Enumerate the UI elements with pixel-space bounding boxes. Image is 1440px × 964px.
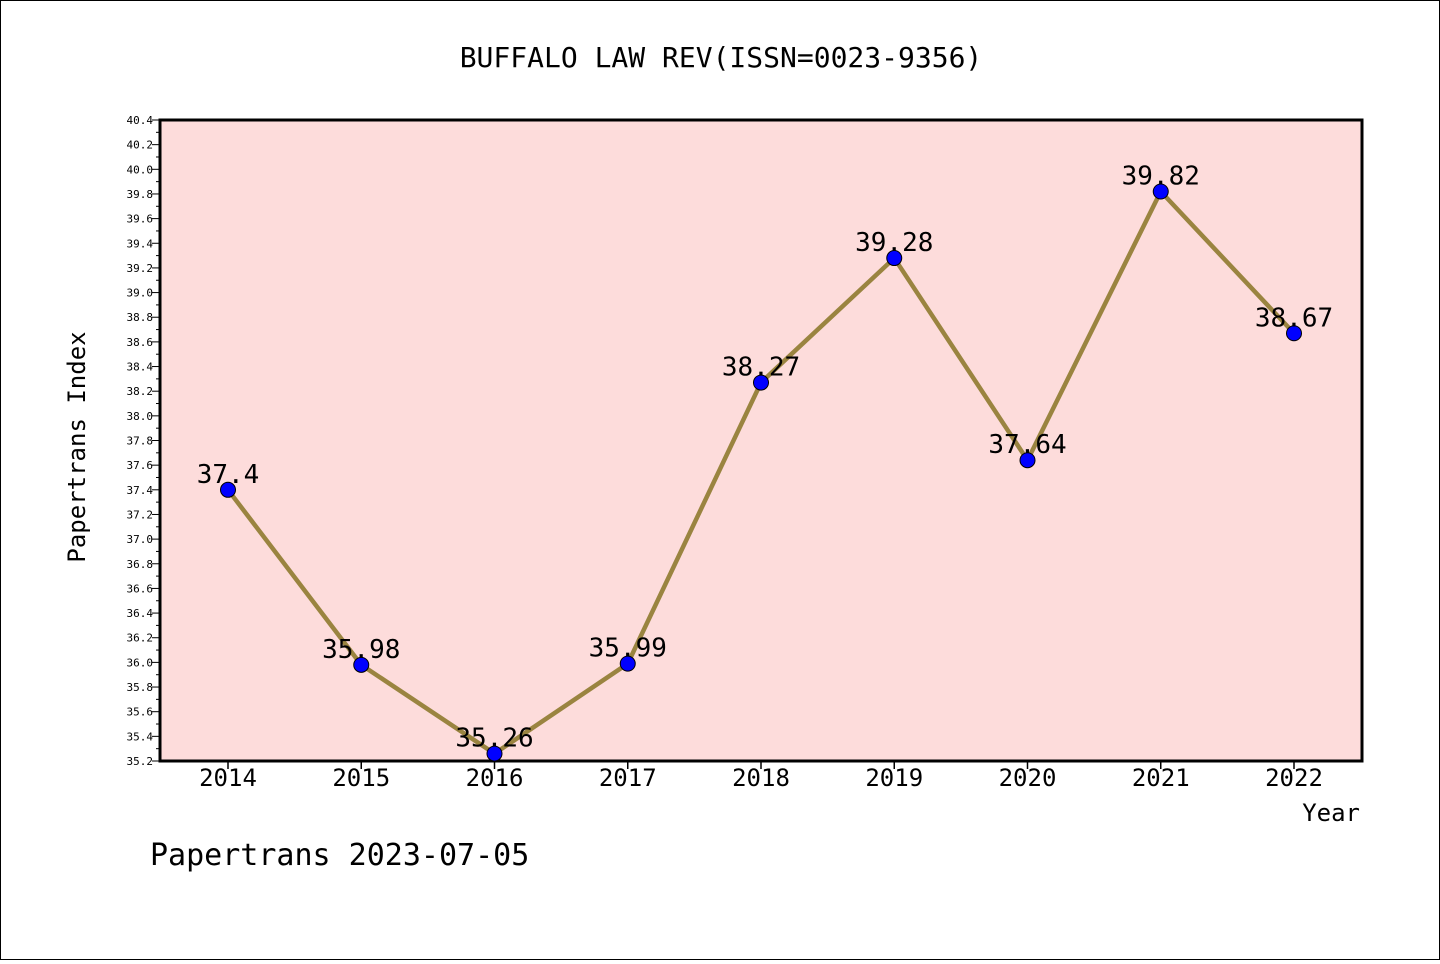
y-tick-label: 40.4 bbox=[127, 114, 154, 127]
data-point bbox=[353, 656, 370, 673]
y-tick-label: 36.2 bbox=[127, 632, 154, 645]
x-tick-label: 2018 bbox=[732, 764, 790, 792]
y-tick-label: 37.0 bbox=[127, 533, 154, 546]
y-tick-label: 37.8 bbox=[127, 435, 154, 448]
data-label: 35.98 bbox=[322, 635, 400, 665]
data-point bbox=[486, 745, 503, 762]
y-axis: 35.2 35.4 35.6 35.8 36.0 36.2 36.4 36.6 36.8 37.0… bbox=[127, 114, 160, 768]
y-tick-label: 38.8 bbox=[127, 311, 154, 324]
y-tick-label: 36.8 bbox=[127, 558, 154, 571]
x-tick-label: 2019 bbox=[865, 764, 923, 792]
data-point bbox=[220, 481, 236, 498]
data-point bbox=[753, 374, 769, 391]
y-tick-label: 36.0 bbox=[127, 656, 154, 669]
x-tick-label: 2017 bbox=[599, 764, 657, 792]
y-tick-label: 39.0 bbox=[127, 287, 154, 300]
data-labels: 37.4 35.98 35.26 35.99 38.27 39.28 37.64 39.82 3… bbox=[197, 161, 1333, 753]
x-tick-label: 2021 bbox=[1132, 764, 1190, 792]
x-axis-label: Year bbox=[1302, 799, 1360, 827]
data-label: 37.4 bbox=[197, 460, 260, 490]
y-tick-label: 35.8 bbox=[127, 681, 154, 694]
y-tick-label: 35.4 bbox=[127, 730, 154, 743]
y-tick-label: 38.0 bbox=[127, 410, 154, 423]
data-label: 39.28 bbox=[855, 228, 933, 258]
data-label: 38.67 bbox=[1255, 303, 1333, 333]
x-tick-label: 2015 bbox=[332, 764, 390, 792]
data-point bbox=[886, 250, 903, 267]
y-tick-label: 35.2 bbox=[127, 755, 154, 768]
data-point bbox=[1019, 452, 1036, 469]
chart-title: BUFFALO LAW REV(ISSN=0023-9356) bbox=[460, 41, 983, 74]
y-tick-label: 38.4 bbox=[127, 361, 154, 374]
data-label: 35.99 bbox=[589, 634, 667, 664]
y-tick-label: 39.6 bbox=[127, 213, 154, 226]
data-label: 35.26 bbox=[455, 724, 533, 754]
data-point bbox=[1152, 183, 1169, 200]
y-axis-label: Papertrans Index bbox=[63, 331, 91, 562]
y-tick-label: 39.4 bbox=[127, 237, 154, 250]
x-tick-label: 2020 bbox=[999, 764, 1057, 792]
data-point bbox=[619, 655, 636, 672]
y-tick-label: 37.4 bbox=[127, 484, 154, 497]
x-tick-label: 2014 bbox=[199, 764, 257, 792]
x-tick-label: 2022 bbox=[1265, 764, 1323, 792]
y-tick-label: 38.6 bbox=[127, 336, 154, 349]
y-tick-label: 38.2 bbox=[127, 385, 154, 398]
data-label: 37.64 bbox=[988, 430, 1066, 460]
data-point bbox=[1286, 325, 1302, 342]
y-tick-label: 36.6 bbox=[127, 582, 154, 595]
y-tick-label: 40.0 bbox=[127, 163, 154, 176]
y-tick-label: 35.6 bbox=[127, 706, 154, 719]
x-tick-label: 2016 bbox=[466, 764, 524, 792]
plot-area bbox=[158, 118, 1364, 763]
data-label: 39.82 bbox=[1122, 161, 1200, 191]
y-tick-label: 36.4 bbox=[127, 607, 154, 620]
y-tick-label: 39.2 bbox=[127, 262, 154, 275]
x-axis: 2014 2015 2016 2017 2018 2019 2020 2021 2022 bbox=[199, 761, 1323, 792]
y-tick-label: 40.2 bbox=[127, 139, 154, 152]
series-markers bbox=[220, 183, 1302, 762]
data-label: 38.27 bbox=[722, 353, 800, 383]
y-tick-label: 37.6 bbox=[127, 459, 154, 472]
footer-text: Papertrans 2023-07-05 bbox=[150, 838, 529, 873]
y-tick-label: 37.2 bbox=[127, 508, 154, 521]
y-tick-label: 39.8 bbox=[127, 188, 154, 201]
